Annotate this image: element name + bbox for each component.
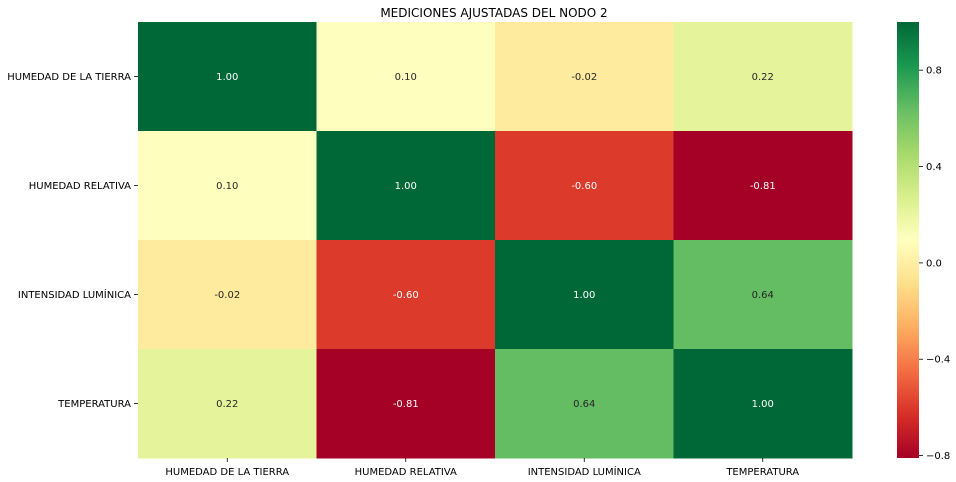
cell-value-label: -0.60 <box>571 181 597 192</box>
heatmap-cell <box>316 131 496 241</box>
cell-value-label: -0.81 <box>750 181 776 192</box>
y-tick-label: INTENSIDAD LUMÍNICA <box>18 288 131 301</box>
colorbar-tick-label: −0.8 <box>926 451 950 462</box>
heatmap-cell <box>495 240 674 350</box>
x-tick-label: TEMPERATURA <box>725 467 799 478</box>
heatmap-cells: 1.00 0.10 -0.02 0.22 0.10 1.00 -0.60 -0.81 -0.02… <box>138 22 853 459</box>
heatmap-cell <box>495 349 674 459</box>
heatmap-cell <box>673 349 853 459</box>
y-tick-label: TEMPERATURA <box>57 399 131 410</box>
cell-value-label: 1.00 <box>216 72 238 83</box>
heatmap-cell <box>495 22 674 132</box>
cell-value-label: 0.64 <box>573 399 595 410</box>
cell-value-label: -0.02 <box>214 290 240 301</box>
colorbar-axis: 0.8 0.4 0.0 −0.4 −0.8 <box>919 66 950 462</box>
colorbar-tick-label: −0.4 <box>926 355 950 366</box>
heatmap-cell <box>316 240 496 350</box>
heatmap-cell <box>138 240 317 350</box>
y-axis: HUMEDAD DE LA TIERRA HUMEDAD RELATIVA INTE… <box>7 72 138 410</box>
heatmap-cell <box>138 131 317 241</box>
heatmap-cell <box>673 22 853 132</box>
cell-value-label: 1.00 <box>752 399 774 410</box>
colorbar-tick-label: 0.4 <box>926 162 942 173</box>
cell-value-label: -0.60 <box>393 290 419 301</box>
heatmap-cell <box>138 22 317 132</box>
heatmap-cell <box>495 131 674 241</box>
heatmap-cell <box>138 349 317 459</box>
cell-value-label: -0.81 <box>393 399 419 410</box>
cell-value-label: 0.10 <box>216 181 238 192</box>
cell-value-label: -0.02 <box>571 72 597 83</box>
heatmap-cell <box>316 349 496 459</box>
x-tick-label: HUMEDAD DE LA TIERRA <box>165 467 289 478</box>
colorbar-tick-label: 0.8 <box>926 66 942 77</box>
y-tick-label: HUMEDAD DE LA TIERRA <box>7 72 131 83</box>
x-tick-label: HUMEDAD RELATIVA <box>355 467 457 478</box>
colorbar <box>897 22 919 458</box>
x-axis: HUMEDAD DE LA TIERRA HUMEDAD RELATIVA INTE… <box>165 458 799 478</box>
cell-value-label: 0.64 <box>752 290 774 301</box>
heatmap-cell <box>316 22 496 132</box>
heatmap-cell <box>673 240 853 350</box>
cell-value-label: 1.00 <box>395 181 417 192</box>
chart-title: MEDICIONES AJUSTADAS DEL NODO 2 <box>380 6 607 20</box>
cell-value-label: 1.00 <box>573 290 595 301</box>
heatmap-cell <box>673 131 853 241</box>
colorbar-tick-label: 0.0 <box>926 258 942 269</box>
y-tick-label: HUMEDAD RELATIVA <box>29 181 131 192</box>
x-tick-label: INTENSIDAD LUMÍNICA <box>528 465 641 478</box>
cell-value-label: 0.10 <box>395 72 417 83</box>
cell-value-label: 0.22 <box>216 399 238 410</box>
cell-value-label: 0.22 <box>752 72 774 83</box>
